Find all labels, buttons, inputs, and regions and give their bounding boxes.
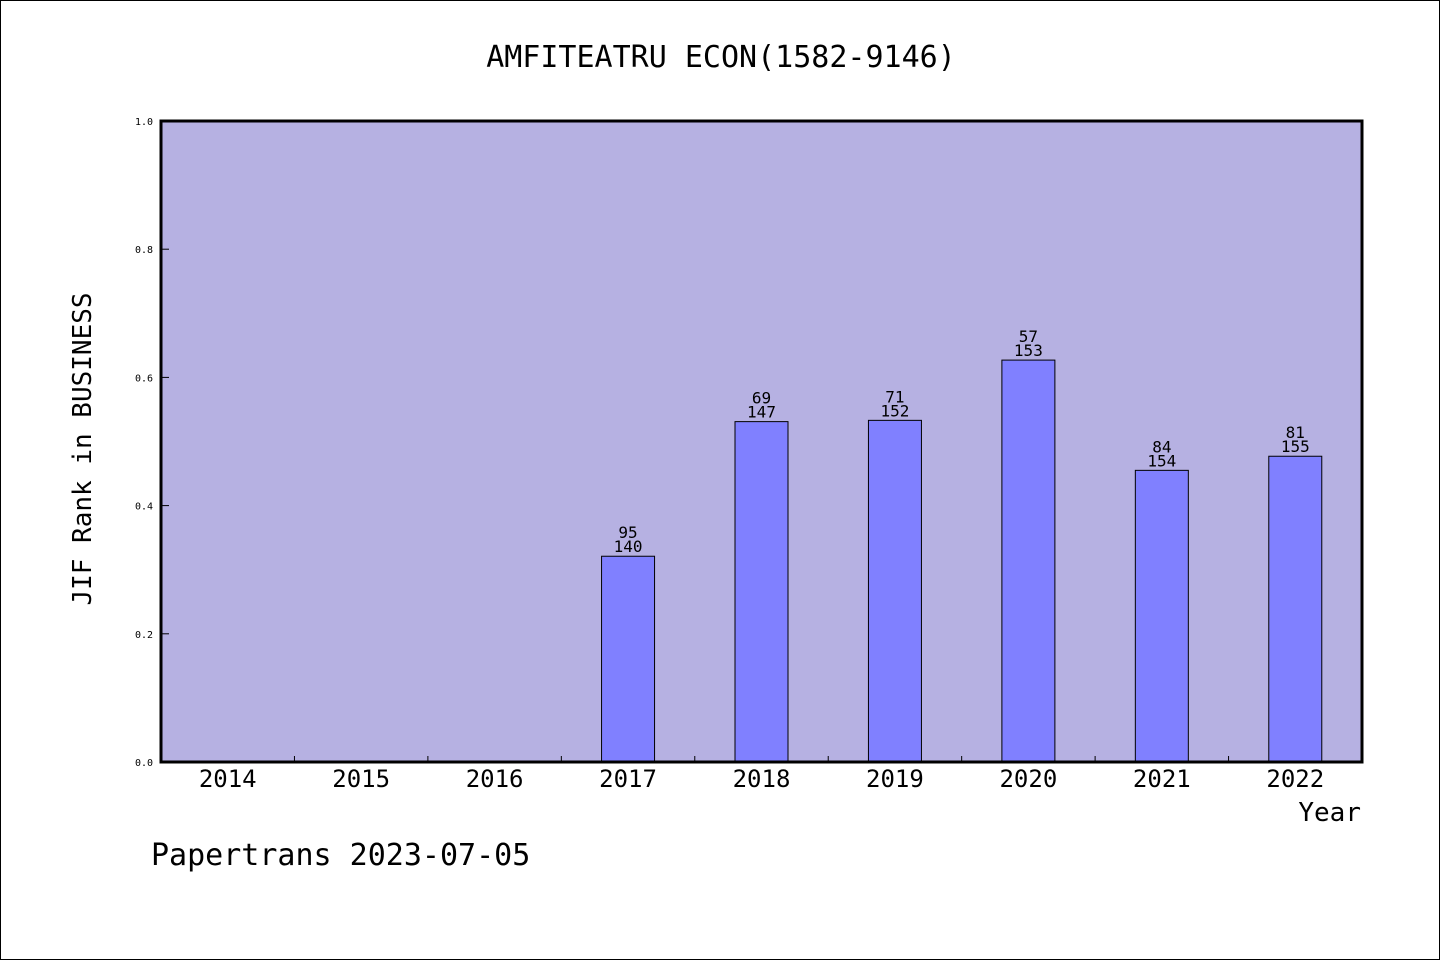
y-tick-label: 0.8 <box>135 245 153 256</box>
bar-total-label: 153 <box>1014 341 1043 360</box>
x-tick-label: 2019 <box>866 765 924 793</box>
x-tick-label: 2017 <box>599 765 657 793</box>
bar-rank-label: 71 <box>885 387 904 406</box>
bar <box>1001 359 1056 763</box>
bar-total-label: 147 <box>747 403 776 422</box>
bar <box>601 555 656 763</box>
bar-rank-label: 57 <box>1019 327 1038 346</box>
bar-rank-label: 84 <box>1152 437 1171 456</box>
bar <box>734 421 789 763</box>
bar-rank-label: 69 <box>752 389 771 408</box>
y-tick-label: 0.0 <box>135 758 153 769</box>
bar <box>1134 469 1189 763</box>
x-axis-title: Year <box>1298 798 1361 828</box>
x-tick-label: 2020 <box>999 765 1057 793</box>
x-tick-label: 2022 <box>1266 765 1324 793</box>
bar-total-label: 155 <box>1281 437 1310 456</box>
chart-title: AMFITEATRU ECON(1582-9146) <box>486 40 956 75</box>
x-tick-label: 2021 <box>1133 765 1191 793</box>
x-tick-label: 2015 <box>332 765 390 793</box>
x-axis: 2014 2015 2016 2017 2018 2019 2020 2021 2022 <box>199 756 1324 793</box>
y-axis-title: JIF Rank in BUSINESS <box>68 292 98 605</box>
x-tick-label: 2014 <box>199 765 257 793</box>
y-tick-label: 0.6 <box>135 373 153 384</box>
bar-rank-label: 81 <box>1286 423 1305 442</box>
bar-total-label: 140 <box>614 537 643 556</box>
bar-total-label: 152 <box>880 401 909 420</box>
bar-rank-label: 95 <box>618 523 637 542</box>
x-tick-label: 2018 <box>733 765 791 793</box>
y-tick-label: 0.2 <box>135 630 153 641</box>
bar-total-label: 154 <box>1147 451 1176 470</box>
footer-source-date: Papertrans 2023-07-05 <box>151 838 530 873</box>
y-tick-label: 0.4 <box>135 502 153 513</box>
x-tick-label: 2016 <box>466 765 524 793</box>
bar <box>1268 455 1323 763</box>
plot-frame <box>159 119 1364 764</box>
bar <box>867 419 922 763</box>
y-tick-label: 1.0 <box>135 117 153 128</box>
bars-layer <box>601 359 1323 763</box>
